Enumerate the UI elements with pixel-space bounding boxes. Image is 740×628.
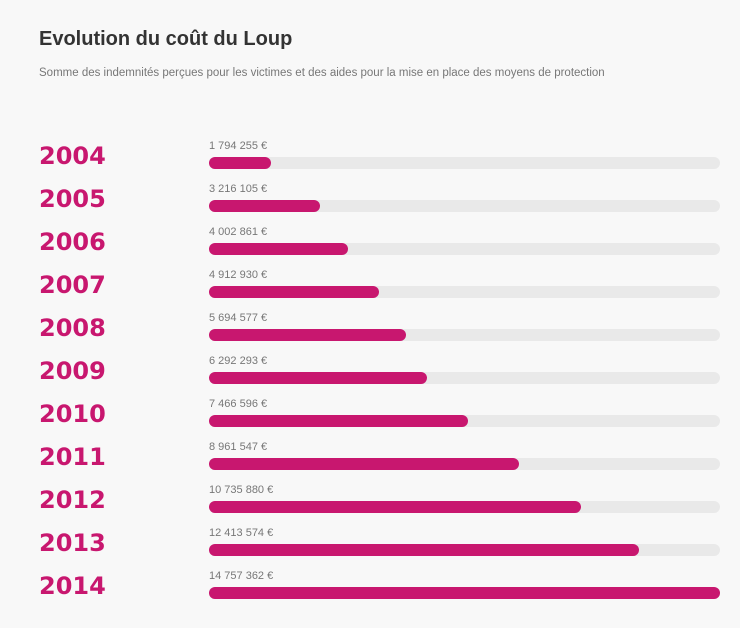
year-label: 2006	[39, 228, 106, 256]
bar-row: 2004 1 794 255 €	[0, 140, 740, 183]
bar	[209, 458, 520, 470]
bar-row: 2006 4 002 861 €	[0, 226, 740, 269]
value-label: 4 002 861 €	[209, 226, 268, 238]
bar-track	[209, 157, 720, 169]
bar-row: 2012 10 735 880 €	[0, 484, 740, 527]
bar-track	[209, 286, 720, 298]
bar-row: 2011 8 961 547 €	[0, 441, 740, 484]
bar	[209, 329, 407, 341]
bar	[209, 286, 380, 298]
bar	[209, 501, 581, 513]
bar	[209, 587, 720, 599]
bar	[209, 415, 468, 427]
bar-track	[209, 329, 720, 341]
value-label: 8 961 547 €	[209, 441, 268, 453]
bar-track	[209, 415, 720, 427]
bar-row: 2009 6 292 293 €	[0, 355, 740, 398]
bar	[209, 243, 348, 255]
year-label: 2012	[39, 486, 106, 514]
bar-track	[209, 544, 720, 556]
year-label: 2004	[39, 142, 106, 170]
year-label: 2010	[39, 400, 106, 428]
value-label: 12 413 574 €	[209, 527, 274, 539]
bar-track	[209, 200, 720, 212]
bar-row: 2013 12 413 574 €	[0, 527, 740, 570]
value-label: 14 757 362 €	[209, 570, 274, 582]
value-label: 10 735 880 €	[209, 484, 274, 496]
year-label: 2005	[39, 185, 106, 213]
chart-subtitle: Somme des indemnités perçues pour les vi…	[39, 67, 605, 79]
bar-row: 2008 5 694 577 €	[0, 312, 740, 355]
bar-track	[209, 243, 720, 255]
bar-row: 2010 7 466 596 €	[0, 398, 740, 441]
bar	[209, 544, 639, 556]
bar	[209, 372, 427, 384]
year-label: 2007	[39, 271, 106, 299]
bar-track	[209, 501, 720, 513]
value-label: 7 466 596 €	[209, 398, 268, 410]
value-label: 3 216 105 €	[209, 183, 268, 195]
bar	[209, 157, 272, 169]
year-label: 2014	[39, 572, 106, 600]
bar-track	[209, 458, 720, 470]
bar-track	[209, 587, 720, 599]
bar-chart: 2004 1 794 255 € 2005 3 216 105 € 2006 4…	[0, 140, 740, 613]
value-label: 1 794 255 €	[209, 140, 268, 152]
bar-row: 2005 3 216 105 €	[0, 183, 740, 226]
year-label: 2011	[39, 443, 106, 471]
bar	[209, 200, 321, 212]
bar-row: 2007 4 912 930 €	[0, 269, 740, 312]
year-label: 2008	[39, 314, 106, 342]
bar-row: 2014 14 757 362 €	[0, 570, 740, 613]
chart-title: Evolution du coût du Loup	[39, 28, 293, 50]
value-label: 5 694 577 €	[209, 312, 268, 324]
year-label: 2013	[39, 529, 106, 557]
value-label: 4 912 930 €	[209, 269, 268, 281]
year-label: 2009	[39, 357, 106, 385]
value-label: 6 292 293 €	[209, 355, 268, 367]
bar-track	[209, 372, 720, 384]
